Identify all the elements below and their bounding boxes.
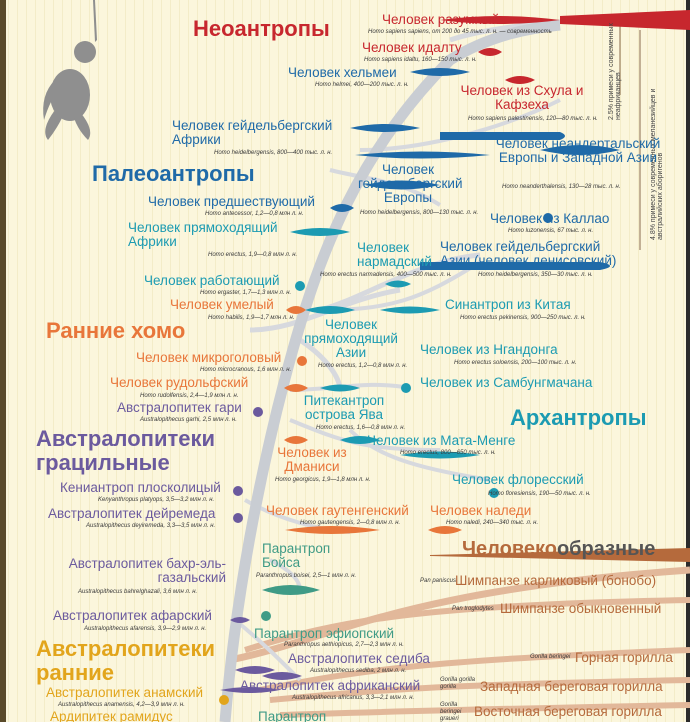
taxon-latin: Homo erectus, 1,6—0,8 млн л. н. <box>316 425 406 431</box>
group-heading-early-homo: Ранние хомо <box>46 318 186 343</box>
taxon-name: Человек гейдельбергский Африки <box>172 118 333 148</box>
taxon-latin: Homo heidelbergensis, 800—400 тыс. л. н. <box>214 150 333 156</box>
taxon-name: Парантроп <box>258 709 327 722</box>
taxon-latin: Homo erectus soloensis, 200—100 тыс. л. … <box>454 360 577 366</box>
ape-name: Западная береговая горилла <box>480 679 663 694</box>
taxon-name: Человек умелый <box>170 297 274 312</box>
taxon-name: Человек из Дманиси <box>277 445 347 475</box>
taxon-name: Австралопитек дейремеда <box>48 506 216 521</box>
taxon-name: Человек гейдельбергский Азии (человек де… <box>440 239 617 269</box>
left-border <box>0 0 6 722</box>
group-heading-apes: Человекообразные <box>462 539 655 559</box>
taxon-name: Человек рудольфский <box>110 375 249 390</box>
taxon-latin: Homo floresiensis, 190—50 тыс. л. н. <box>488 491 591 497</box>
ape-latin: Pan troglodytes <box>452 606 494 612</box>
taxon-latin: Homo sapiens idaltu, 160—150 тыс. л. н. <box>364 57 477 63</box>
ape-name: Горная горилла <box>575 650 673 665</box>
ape-name: Восточная береговая горилла <box>474 704 662 719</box>
taxon-name: Синантроп из Китая <box>445 297 571 312</box>
ape-name: Шимпанзе карликовый (бонобо) <box>455 573 657 588</box>
apes-heading-part2: образные <box>556 538 656 560</box>
group-heading-paleoanthropes: Палеоантропы <box>92 161 255 186</box>
taxon-name: Австралопитек африканский <box>240 678 421 693</box>
taxon-name: Человек из Мата-Менге <box>367 433 516 448</box>
taxon-latin: Homo helmei, 400—200 тыс. л. н. <box>315 82 409 88</box>
taxon-latin: Homo luzonensis, 67 тыс. л. н. <box>508 228 594 234</box>
taxon-latin: Homo heidelbergensis, 350—30 тыс. л. н. <box>478 272 593 278</box>
taxon-latin: Homo erectus, 1,2—0,8 млн л. н. <box>318 363 408 369</box>
taxon-name: Парантроп Бойса <box>262 541 331 571</box>
ape-name: Шимпанзе обыкновенный <box>500 601 662 616</box>
taxon-latin: Homo erectus, 1,9—0,8 млн л. н. <box>208 252 298 258</box>
taxon-name: Человек из Самбунгмачана <box>420 375 593 390</box>
taxon-name: Австралопитек бахр-эль-газальский <box>68 556 226 586</box>
neanderthal-admixture-note: 2.5% примеси у современных неафриканцев <box>608 23 622 120</box>
taxon-latin: Homo erectus narmadensis, 400—500 тыс. л… <box>320 272 452 278</box>
taxon-latin: Australopithecus deyiremeda, 3,3—3,5 млн… <box>86 523 216 529</box>
taxon-latin: Homo ergaster, 1,7—1,3 млн л. н. <box>200 290 292 296</box>
taxon-latin: Australopithecus anamensis, 4,2—3,9 млн … <box>58 702 185 708</box>
taxon-latin: Homo neanderthalensis, 130—28 тыс. л. н. <box>502 184 621 190</box>
taxon-latin: Australopithecus africanus, 3,3—2,1 млн … <box>292 695 415 701</box>
taxon-latin: Australopithecus sediba, 2 млн л. н. <box>310 668 407 674</box>
taxon-name: Ардипитек рамидус <box>50 709 173 722</box>
taxon-latin: Australopithecus bahrelghazali, 3,6 млн … <box>78 589 198 595</box>
taxon-latin: Homo microcranous, 1,6 млн л. н. <box>200 367 292 373</box>
taxon-latin: Homo gautengensis, 2—0,8 млн л. н. <box>300 520 401 526</box>
ape-latin: Pan paniscus <box>420 578 457 584</box>
taxon-latin: Paranthropus boisei, 2,5—1 млн л. н. <box>256 573 357 579</box>
taxon-name: Человек неандертальский Европы и Западно… <box>495 136 661 166</box>
taxon-name: Парантроп эфиопский <box>254 626 395 641</box>
taxon-name: Человек из Нгандонга <box>420 342 558 357</box>
taxon-name: Человек хельмеи <box>288 65 397 80</box>
taxon-latin: Homo antecessor, 1,2—0,8 млн л. н. <box>205 211 304 217</box>
taxon-name: Человек из Схула и Кафзеха <box>460 83 584 113</box>
taxon-latin: Australopithecus garhi, 2,5 млн л. н. <box>140 417 237 423</box>
ape-latin: Gorilla gorilla gorilla <box>440 677 476 691</box>
taxon-latin: Kenyanthropus platyops, 3,5—3,2 млн л. н… <box>98 497 215 503</box>
taxon-name: Человек из Каллао <box>490 211 610 226</box>
ape-silhouette <box>43 0 97 140</box>
taxon-latin: Homo erectus, 800—650 тыс. л. н. <box>400 450 496 456</box>
taxon-name: Австралопитек афарский <box>53 608 212 623</box>
apes-heading-part1: Человеко <box>462 538 557 560</box>
taxon-latin: Homo georgicus, 1,9—1,8 млн л. н. <box>275 477 371 483</box>
taxon-name: Человек наледи <box>430 503 532 518</box>
taxon-name: Человек предшествующий <box>148 194 315 209</box>
taxon-latin: Paranthropus aethiopicus, 2,7—2,3 млн л.… <box>284 642 404 648</box>
taxon-name: Человек гаутенгенский <box>266 503 409 518</box>
taxon-latin: Homo rudolfensis, 2,4—1,9 млн л. н. <box>140 393 239 399</box>
taxon-name: Человек работающий <box>144 273 280 288</box>
taxon-name: Человек флоресский <box>452 472 584 487</box>
taxon-name: Человек идалту <box>362 40 462 55</box>
taxon-name: Питекантроп острова Ява <box>303 393 385 423</box>
group-heading-archanthropes: Архантропы <box>510 405 647 430</box>
taxon-name: Австралопитек гари <box>117 400 242 415</box>
taxon-latin: Homo sapiens sapiens, от 200 до 45 тыс. … <box>368 29 552 35</box>
taxon-name: Австралопитек анамский <box>46 685 204 700</box>
taxon-name: Кениантроп плосколицый <box>60 480 221 495</box>
taxon-name: Человек микроголовый <box>136 350 282 365</box>
taxon-name: Человек нармадский <box>357 240 432 270</box>
taxon-name: Человек прямоходящий Африки <box>128 220 278 250</box>
ape-latin: Gorilla beringei <box>530 654 571 660</box>
group-heading-early-australopiths: Австралопитеки ранние <box>36 636 216 686</box>
taxon-latin: Homo naledi, 240—340 тыс. л. н. <box>446 520 539 526</box>
taxon-name: Австралопитек седиба <box>288 651 430 666</box>
right-border <box>686 0 690 722</box>
ape-latin: Gorilla beringei graueri <box>440 702 462 722</box>
taxon-latin: Homo heidelbergensis, 800—130 тыс. л. н. <box>360 210 479 216</box>
group-heading-neoanthropes: Неоантропы <box>193 16 330 41</box>
group-heading-gracile-australopiths: Австралопитеки грацильные <box>36 426 216 476</box>
taxon-latin: Homo erectus pekinensis, 900—250 тыс. л.… <box>460 315 586 321</box>
taxon-name: Человек гейдельбергский Европы <box>358 162 463 206</box>
taxon-latin: Australopithecus afarensis, 3,9—2,9 млн … <box>84 626 207 632</box>
taxon-latin: Homo sapiens palestinensis, 120—80 тыс. … <box>468 116 598 122</box>
taxon-name: Человек разумный <box>382 12 500 27</box>
taxon-name: Человек прямоходящий Азии <box>304 317 398 361</box>
taxon-latin: Homo habilis, 1,9—1,7 млн л. н. <box>208 315 295 321</box>
